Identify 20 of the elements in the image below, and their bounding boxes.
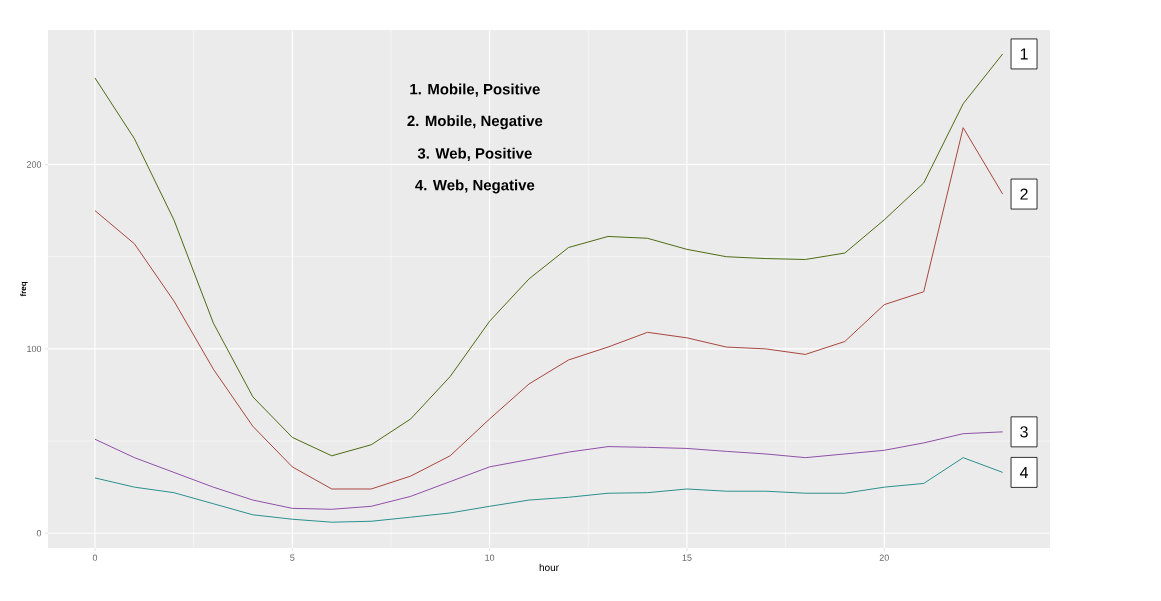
annotation: 1. Mobile, Positive	[410, 83, 540, 97]
line-series	[94, 457, 1004, 523]
line-series	[94, 53, 1004, 457]
x-tick-label: 5	[290, 554, 295, 561]
y-tick-label: 200	[26, 161, 42, 168]
annotation: 2. Mobile, Negative	[407, 115, 543, 130]
series-label: 1	[1020, 48, 1028, 60]
y-tick-label: 100	[27, 345, 42, 353]
y-tick-label: 0	[36, 530, 42, 537]
series-label: 2	[1020, 188, 1028, 200]
x-tick-label: 10	[485, 554, 495, 561]
series-label: 3	[1020, 426, 1028, 438]
x-axis-title: hour	[539, 563, 559, 572]
x-tick-label: 20	[879, 554, 889, 561]
x-tick-label: 0	[92, 554, 98, 561]
series-label: 4	[1019, 466, 1028, 478]
annotation: 4. Web, Negative	[415, 179, 535, 194]
line-series	[94, 431, 1004, 510]
annotation: 3. Web, Positive	[417, 147, 532, 161]
x-tick-label: 15	[682, 554, 692, 561]
